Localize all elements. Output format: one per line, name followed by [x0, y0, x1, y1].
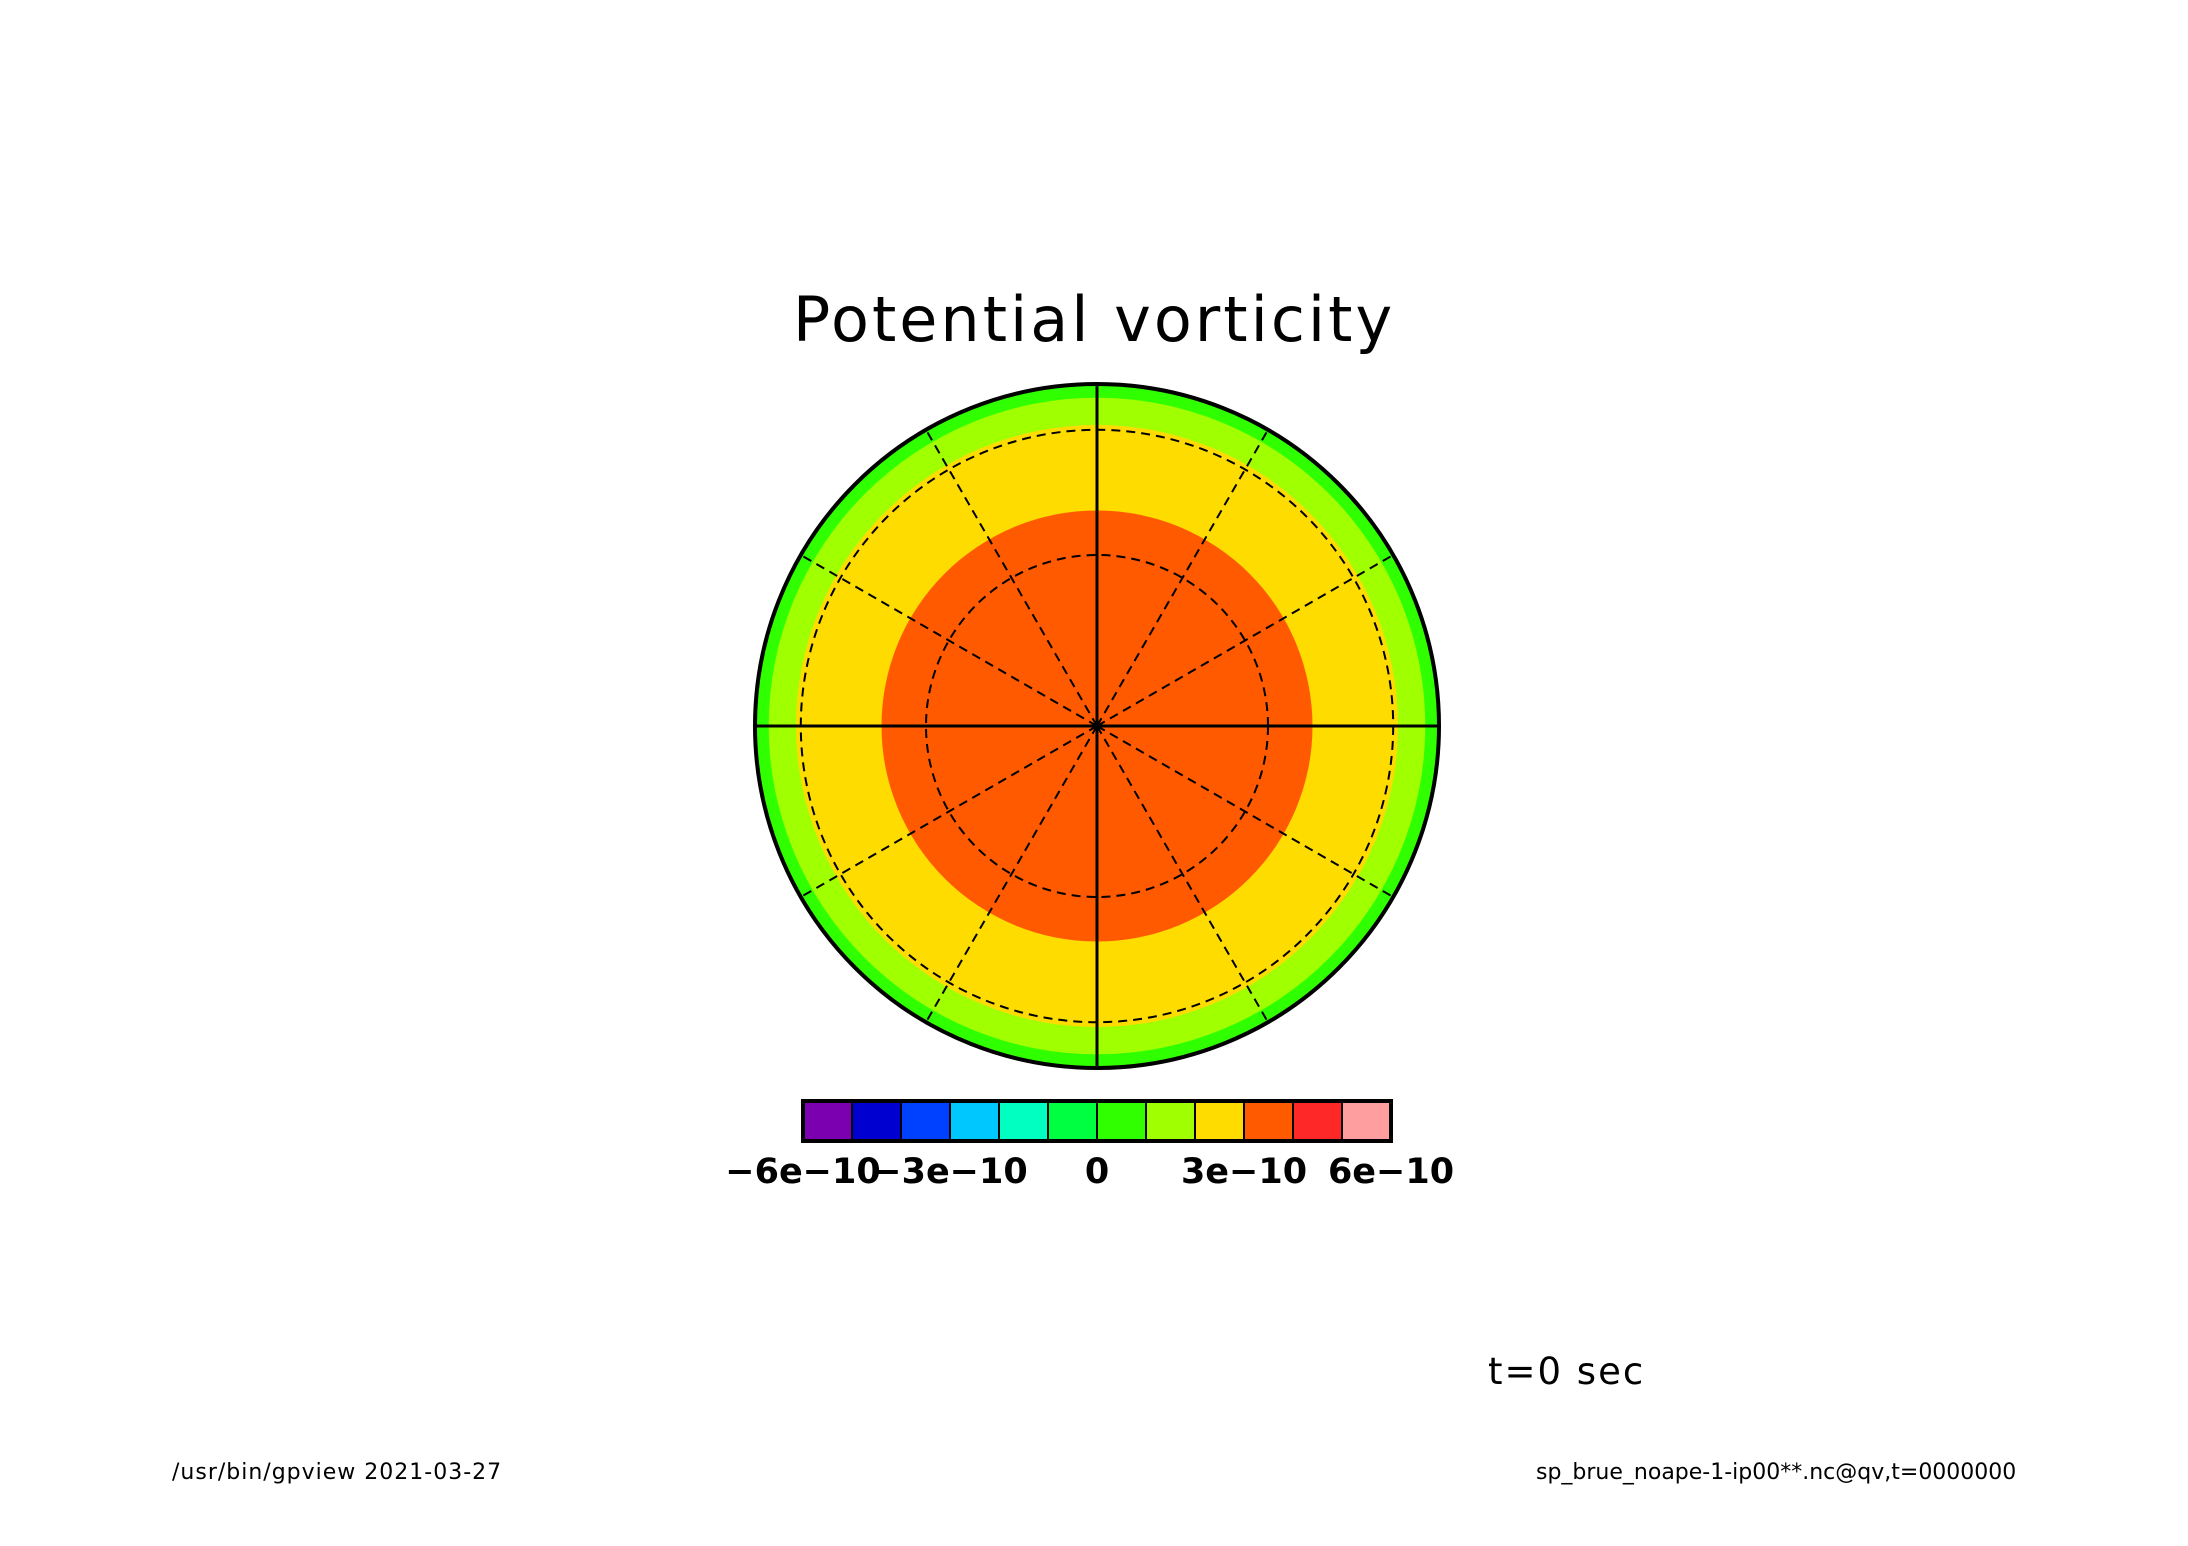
meridian-300 — [1096, 725, 1269, 1023]
colorbar-swatch-7 — [1145, 1100, 1196, 1142]
meridian-210 — [800, 725, 1098, 898]
meridian-240 — [925, 725, 1098, 1023]
colorbar-swatch-0 — [802, 1100, 853, 1142]
colorbar-tick-label-3: 3e−10 — [1181, 1152, 1307, 1192]
colorbar-swatch-2 — [900, 1100, 951, 1142]
colorbar-swatch-1 — [851, 1100, 902, 1142]
polar-plot-area — [753, 382, 1441, 1070]
colorbar-swatch-8 — [1194, 1100, 1245, 1142]
colorbar-swatch-4 — [998, 1100, 1049, 1142]
colorbar-swatch-9 — [1243, 1100, 1294, 1142]
colorbar-swatch-3 — [949, 1100, 1000, 1142]
colorbar-tick-label-2: 0 — [1085, 1152, 1109, 1192]
meridian-330 — [1096, 725, 1394, 898]
time-annotation: t=0 sec — [1488, 1350, 1646, 1393]
colorbar-tick-label-4: 6e−10 — [1328, 1152, 1454, 1192]
colorbar-tick-label-1: −3e−10 — [872, 1152, 1027, 1192]
meridian-150 — [800, 554, 1098, 727]
colorbar-swatch-5 — [1047, 1100, 1098, 1142]
meridian-120 — [925, 429, 1098, 727]
colorbar-swatch-11 — [1341, 1100, 1392, 1142]
meridian-60 — [1096, 429, 1269, 727]
colorbar: −6e−10−3e−10 0 3e−10 6e−10 — [725, 1099, 1454, 1192]
colorbar-swatch-6 — [1096, 1100, 1147, 1142]
colorbar-swatch-10 — [1292, 1100, 1343, 1142]
chart-title: Potential vorticity — [792, 283, 1396, 356]
meridian-30 — [1096, 554, 1394, 727]
colorbar-frame — [801, 1099, 1393, 1143]
footer-program-date: /usr/bin/gpview 2021-03-27 — [172, 1460, 503, 1485]
colorbar-tick-label-0: −6e−10 — [725, 1152, 880, 1192]
plot-boundary — [753, 382, 1441, 1070]
footer-file-info: sp_brue_noape-1-ip00**.nc@qv,t=0000000 — [1536, 1460, 2017, 1485]
